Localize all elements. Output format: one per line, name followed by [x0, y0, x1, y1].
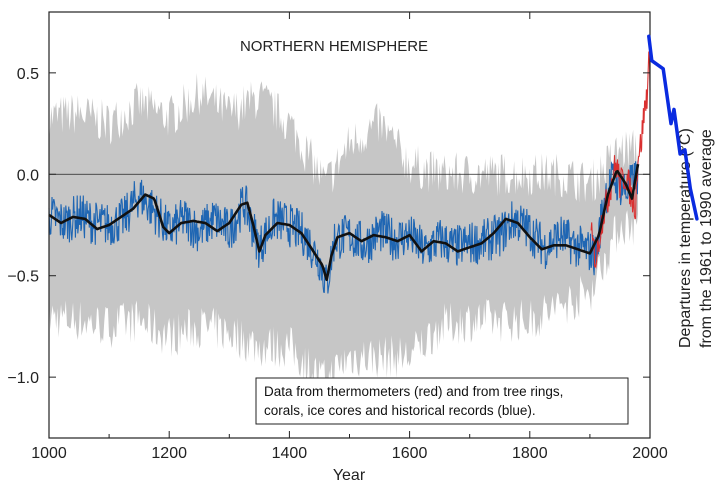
x-tick-label: 1600 [392, 445, 428, 462]
x-tick-label: 1400 [272, 445, 308, 462]
chart-title: NORTHERN HEMISPHERE [240, 38, 428, 55]
y-tick-label: −1.0 [7, 370, 39, 387]
handdrawn-annotation [647, 34, 699, 221]
plot-area [48, 51, 651, 394]
note-line-1: Data from thermometers (red) and from tr… [264, 384, 563, 399]
smoothed-series [48, 163, 640, 282]
x-axis-title: Year [333, 467, 366, 484]
proxy-reconstruction-series [48, 160, 639, 294]
y-tick-label: 0.5 [17, 66, 39, 83]
note-line-2: corals, ice cores and historical records… [264, 403, 536, 418]
x-tick-label: 2000 [632, 445, 668, 462]
overlay-zigzag-line [647, 34, 699, 221]
x-tick-label: 1000 [31, 445, 67, 462]
data-source-note: Data from thermometers (red) and from tr… [255, 377, 629, 425]
y-tick-label: 0.0 [17, 167, 39, 184]
x-tick-label: 1800 [512, 445, 548, 462]
y-tick-label: −0.5 [7, 269, 39, 286]
note-box [255, 377, 629, 425]
y-axis-title-line-2: from the 1961 to 1990 average [698, 129, 715, 348]
axis-ticks: 1000 1200 1400 1600 1800 2000 −1.0 −0.5 0.0 0.5 [7, 12, 668, 462]
x-tick-label: 1200 [151, 445, 187, 462]
y-axis-title: Departures in temperature (°C) from the … [677, 128, 715, 348]
